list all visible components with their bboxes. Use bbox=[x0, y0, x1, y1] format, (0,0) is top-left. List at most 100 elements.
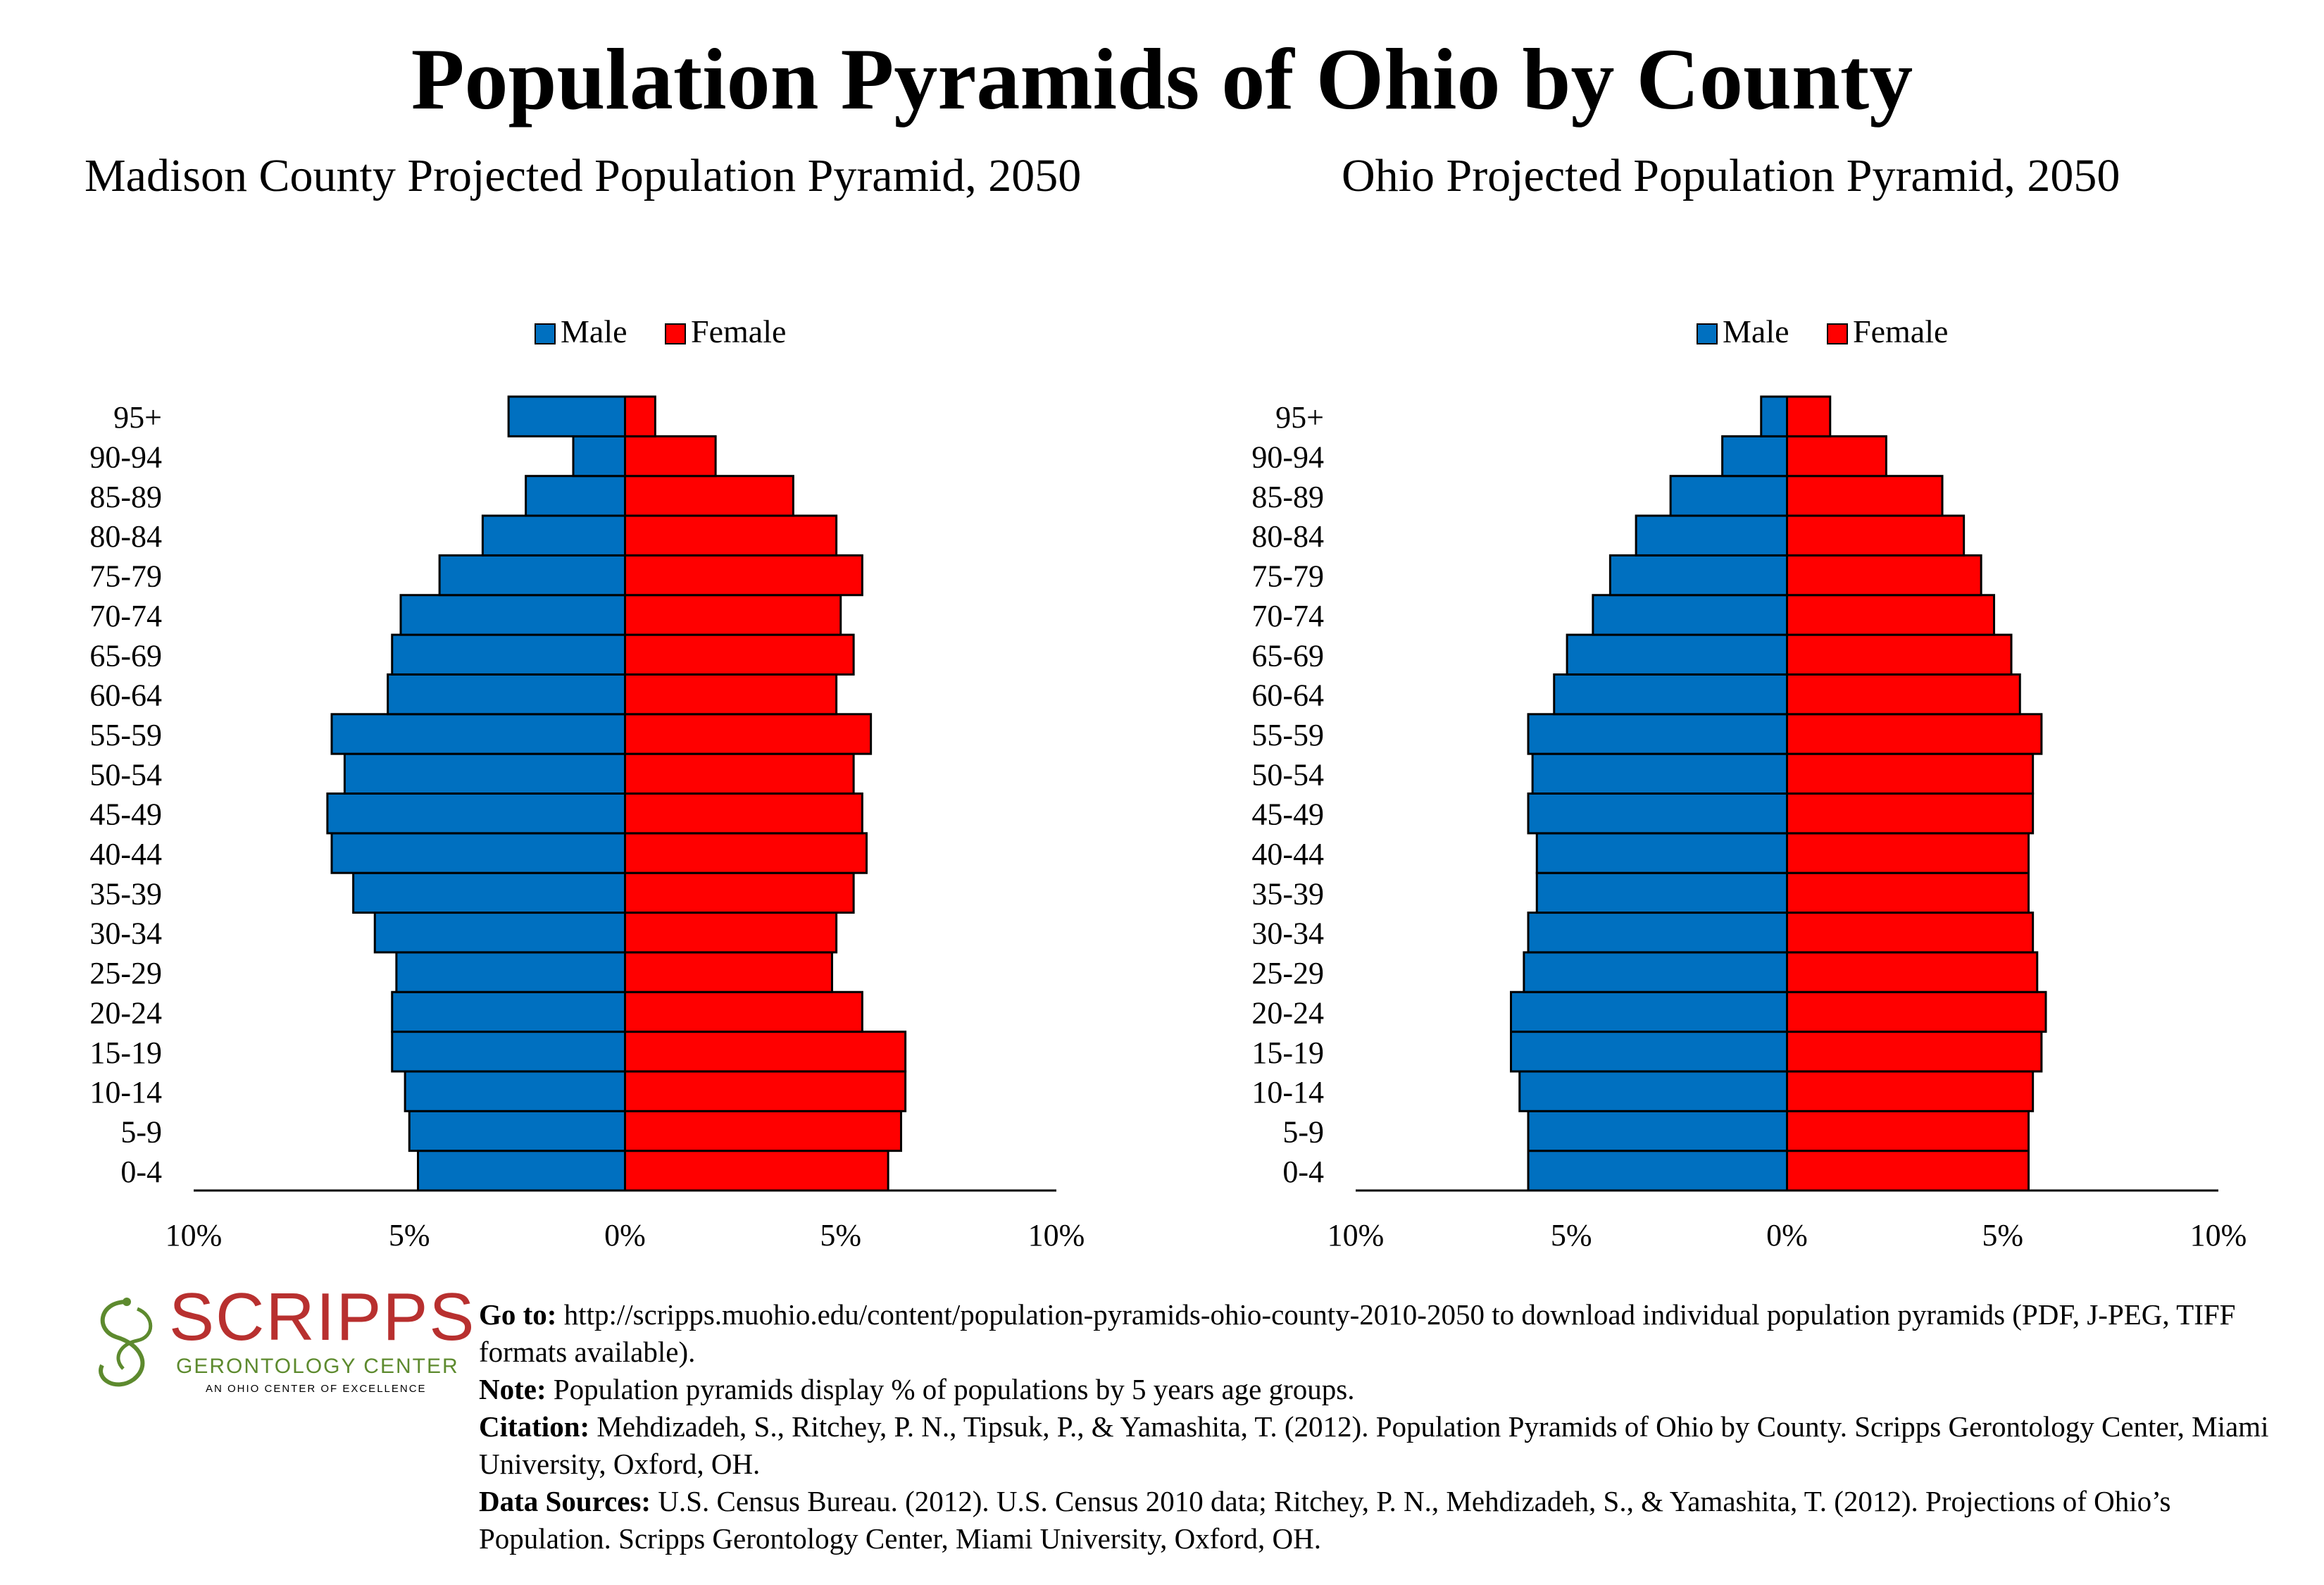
male-bar-10-14 bbox=[1518, 1070, 1788, 1112]
age-label-55-59: 55-59 bbox=[1251, 718, 1324, 752]
age-label-50-54: 50-54 bbox=[1251, 757, 1324, 792]
female-bar-40-44 bbox=[1786, 832, 2030, 874]
age-label-95+: 95+ bbox=[1275, 400, 1324, 435]
female-bar-60-64 bbox=[624, 673, 838, 716]
male-bar-45-49 bbox=[1527, 792, 1788, 835]
x-tick-label: 0% bbox=[1766, 1218, 1808, 1253]
female-bar-15-19 bbox=[1786, 1031, 2043, 1073]
female-bar-45-49 bbox=[1786, 792, 2035, 835]
legend-female-label: Female bbox=[691, 313, 786, 349]
age-label-85-89: 85-89 bbox=[89, 480, 162, 514]
male-bar-70-74 bbox=[399, 594, 626, 636]
citation-label: Citation: bbox=[479, 1410, 590, 1443]
male-bar-75-79 bbox=[1608, 554, 1788, 597]
citation-note: Citation: Mehdizadeh, S., Ritchey, P. N.… bbox=[479, 1408, 2310, 1483]
legend-male-label: Male bbox=[561, 313, 627, 349]
female-bar-85-89 bbox=[624, 475, 794, 517]
female-bar-55-59 bbox=[1786, 713, 2043, 755]
female-bar-55-59 bbox=[624, 713, 873, 755]
female-bar-60-64 bbox=[1786, 673, 2021, 716]
age-label-30-34: 30-34 bbox=[89, 916, 162, 951]
age-label-90-94: 90-94 bbox=[89, 440, 162, 475]
age-label-0-4: 0-4 bbox=[120, 1155, 162, 1189]
x-tick-label: 5% bbox=[1982, 1218, 2023, 1253]
male-bar-45-49 bbox=[326, 792, 626, 835]
male-bar-55-59 bbox=[1527, 713, 1788, 755]
female-bar-75-79 bbox=[624, 554, 863, 597]
age-label-10-14: 10-14 bbox=[1251, 1075, 1324, 1110]
female-bar-20-24 bbox=[624, 990, 863, 1033]
legend-male-swatch bbox=[535, 323, 556, 344]
female-bar-0-4 bbox=[624, 1150, 889, 1192]
male-bar-85-89 bbox=[525, 475, 626, 517]
male-bar-65-69 bbox=[1566, 633, 1788, 676]
age-label-5-9: 5-9 bbox=[1282, 1114, 1324, 1149]
age-label-15-19: 15-19 bbox=[89, 1036, 162, 1070]
madison-chart-title: Madison County Projected Population Pyra… bbox=[85, 150, 1082, 201]
logo-subtitle: GERONTOLOGY CENTER bbox=[176, 1355, 459, 1378]
male-bar-65-69 bbox=[391, 633, 626, 676]
male-bar-5-9 bbox=[1527, 1110, 1788, 1152]
female-bar-90-94 bbox=[1786, 435, 1887, 478]
madison-pyramid-chart: Male Female 0-4 5-9 10-14 15-19 20-24 25-29 30-3… bbox=[89, 313, 1085, 1253]
male-bar-50-54 bbox=[1531, 752, 1788, 795]
female-bar-35-39 bbox=[624, 871, 855, 914]
sources-label: Data Sources: bbox=[479, 1485, 651, 1517]
age-label-65-69: 65-69 bbox=[1251, 638, 1324, 673]
male-bar-40-44 bbox=[1535, 832, 1788, 874]
age-label-45-49: 45-49 bbox=[1251, 797, 1324, 832]
male-bar-80-84 bbox=[481, 514, 626, 557]
scripps-swirl-icon bbox=[99, 1298, 153, 1387]
male-bar-25-29 bbox=[395, 951, 626, 993]
goto-note: Go to: http://scripps.muohio.edu/content… bbox=[479, 1296, 2310, 1371]
male-bar-35-39 bbox=[1535, 871, 1788, 914]
legend-female-label: Female bbox=[1853, 313, 1948, 349]
male-bar-30-34 bbox=[373, 912, 626, 954]
female-bar-10-14 bbox=[1786, 1070, 2035, 1112]
male-bar-85-89 bbox=[1669, 475, 1788, 517]
male-bar-0-4 bbox=[1527, 1150, 1788, 1192]
male-bar-90-94 bbox=[572, 435, 626, 478]
female-bar-70-74 bbox=[624, 594, 842, 636]
age-label-5-9: 5-9 bbox=[120, 1114, 162, 1149]
x-tick-label: 5% bbox=[820, 1218, 861, 1253]
female-bar-25-29 bbox=[1786, 951, 2039, 993]
female-bar-30-34 bbox=[1786, 912, 2035, 954]
age-label-60-64: 60-64 bbox=[89, 678, 162, 713]
x-tick-label: 10% bbox=[2190, 1218, 2247, 1253]
ohio-chart-title: Ohio Projected Population Pyramid, 2050 bbox=[1342, 150, 2120, 201]
x-tick-label: 10% bbox=[1028, 1218, 1085, 1253]
age-label-35-39: 35-39 bbox=[89, 876, 162, 911]
age-label-40-44: 40-44 bbox=[1251, 837, 1324, 871]
age-label-20-24: 20-24 bbox=[89, 995, 162, 1030]
male-bar-60-64 bbox=[1553, 673, 1788, 716]
percent-note: Note: Population pyramids display % of p… bbox=[479, 1371, 2310, 1408]
age-label-70-74: 70-74 bbox=[1251, 599, 1324, 633]
age-label-15-19: 15-19 bbox=[1251, 1036, 1324, 1070]
ohio-pyramid-chart: Male Female 0-4 5-9 10-14 15-19 20-24 25-29 30-3… bbox=[1251, 313, 2247, 1253]
age-label-40-44: 40-44 bbox=[89, 837, 162, 871]
female-bar-80-84 bbox=[624, 514, 838, 557]
female-bar-30-34 bbox=[624, 912, 838, 954]
male-bar-25-29 bbox=[1523, 951, 1788, 993]
male-bar-0-4 bbox=[417, 1150, 626, 1192]
age-label-90-94: 90-94 bbox=[1251, 440, 1324, 475]
female-bar-75-79 bbox=[1786, 554, 1982, 597]
female-bar-80-84 bbox=[1786, 514, 1966, 557]
female-bar-15-19 bbox=[624, 1031, 907, 1073]
male-bar-55-59 bbox=[330, 713, 626, 755]
male-bar-75-79 bbox=[438, 554, 626, 597]
female-bar-95+ bbox=[624, 395, 656, 437]
male-bar-5-9 bbox=[408, 1110, 626, 1152]
notes-block: Go to: http://scripps.muohio.edu/content… bbox=[479, 1296, 2310, 1558]
age-label-50-54: 50-54 bbox=[89, 757, 162, 792]
male-bar-35-39 bbox=[352, 871, 626, 914]
x-tick-label: 10% bbox=[1327, 1218, 1385, 1253]
male-bar-95+ bbox=[1760, 395, 1788, 437]
age-label-25-29: 25-29 bbox=[1251, 956, 1324, 990]
legend-male-label: Male bbox=[1723, 313, 1789, 349]
female-bar-10-14 bbox=[624, 1070, 907, 1112]
male-bar-40-44 bbox=[330, 832, 626, 874]
age-label-70-74: 70-74 bbox=[89, 599, 162, 633]
age-label-55-59: 55-59 bbox=[89, 718, 162, 752]
